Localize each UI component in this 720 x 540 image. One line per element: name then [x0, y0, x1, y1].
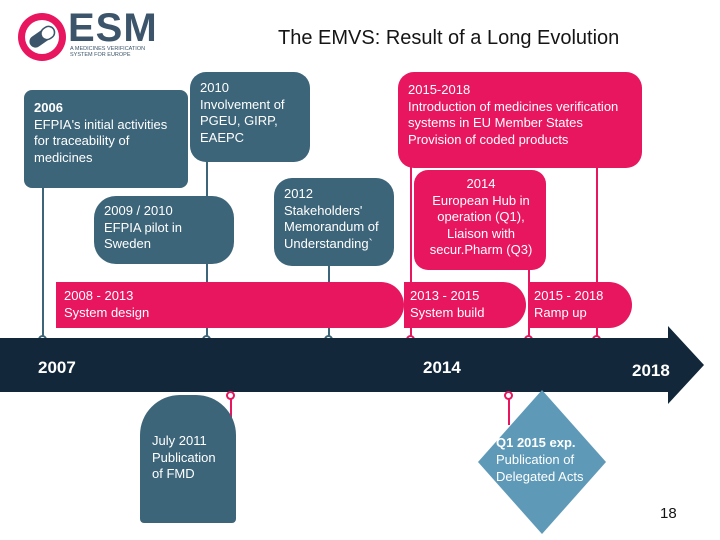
year-end: 2018	[632, 361, 670, 380]
phase-2015-2018-year: 2015 - 2018	[534, 288, 604, 303]
stem-2006	[42, 150, 44, 340]
box-q1-2015: Q1 2015 exp. Publication of Delegated Ac…	[486, 434, 596, 485]
box-2010-year: 2010	[200, 80, 229, 95]
pill-badge-icon	[18, 13, 66, 61]
timeline-arrow	[0, 326, 704, 404]
esm-logo	[14, 8, 144, 66]
box-2012: 2012 Stakeholders' Memorandum of Underst…	[274, 178, 394, 266]
phase-2013-2015-text: System build	[410, 304, 485, 320]
box-2014-text: European Hub in operation (Q1), Liaison …	[429, 192, 533, 258]
box-2014-year: 2014	[466, 176, 496, 191]
stem-2011	[230, 395, 232, 430]
box-2012-year: 2012	[284, 186, 313, 201]
box-2006-text: EFPIA's initial activities for traceabil…	[34, 116, 168, 165]
logo-wordmark: ESM	[68, 6, 158, 50]
box-2015-2018-top-year: 2015-2018	[408, 82, 471, 97]
box-2015-2018-top: 2015-2018 Introduction of medicines veri…	[398, 72, 642, 168]
box-2015-2018-top-line2: Provision of coded products	[408, 131, 569, 147]
timeline-dot	[226, 391, 235, 400]
year-start: 2007	[38, 358, 76, 377]
page-title: The EMVS: Result of a Long Evolution	[278, 27, 620, 49]
box-2006: 2006 EFPIA's initial activities for trac…	[24, 90, 188, 188]
box-2009-year: 2009 / 2010	[104, 203, 173, 218]
box-2011: July 2011 Publication of FMD	[140, 395, 236, 523]
box-2015-2018-top-line1: Introduction of medicines verification s…	[408, 98, 619, 131]
box-2006-year: 2006	[34, 100, 63, 115]
stem-q1	[508, 395, 510, 425]
box-q1-2015-text: Publication of Delegated Acts	[496, 452, 584, 484]
box-2012-text: Stakeholders' Memorandum of Understandin…	[284, 202, 379, 251]
phase-2013-2015: 2013 - 2015 System build	[404, 282, 526, 328]
box-2010: 2010 Involvement of PGEU, GIRP, EAEPC	[190, 72, 310, 162]
box-2014: 2014 European Hub in operation (Q1), Lia…	[414, 170, 546, 270]
year-mid: 2014	[423, 358, 461, 377]
stem-2015-2018-top	[410, 150, 412, 340]
phase-2015-2018: 2015 - 2018 Ramp up	[528, 282, 632, 328]
diamond-shape	[478, 390, 606, 534]
timeline-dot	[504, 391, 513, 400]
box-2009-text: EFPIA pilot in Sweden	[104, 219, 183, 252]
logo-tagline: A MEDICINES VERIFICATION SYSTEM FOR EURO…	[70, 46, 146, 58]
page-number: 18	[660, 505, 677, 522]
phase-2013-2015-year: 2013 - 2015	[410, 288, 480, 303]
box-q1-2015-year: Q1 2015 exp.	[496, 435, 576, 450]
phase-2008-2013-text: System design	[64, 304, 150, 320]
phase-2015-2018-text: Ramp up	[534, 304, 587, 320]
box-2011-year: July 2011	[152, 433, 207, 448]
phase-2008-2013-year: 2008 - 2013	[64, 288, 134, 303]
stem-right	[596, 140, 598, 340]
box-2010-text: Involvement of PGEU, GIRP, EAEPC	[200, 96, 285, 145]
box-2009: 2009 / 2010 EFPIA pilot in Sweden	[94, 196, 234, 264]
phase-2008-2013: 2008 - 2013 System design	[56, 282, 404, 328]
box-2011-text: Publication of FMD	[152, 449, 216, 482]
